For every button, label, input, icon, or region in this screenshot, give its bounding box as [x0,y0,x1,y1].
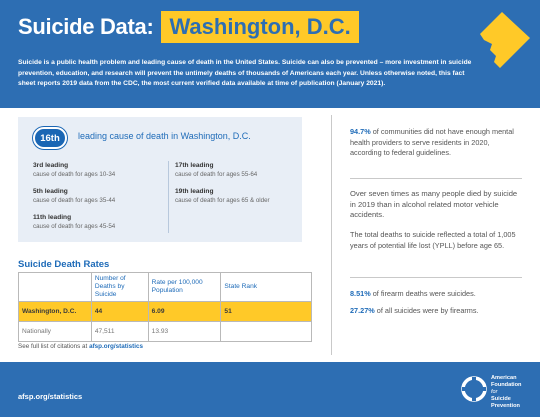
table-cell: 47,511 [90,321,149,342]
rank-item-label: 17th leading [175,162,214,169]
rank-item-desc: cause of death for ages 45-54 [33,223,116,230]
table-cell [220,321,312,342]
fact-divider [350,277,522,278]
org-name-line: American [491,375,517,381]
title-location: Washington, D.C. [161,11,359,43]
org-name-line: for [491,389,498,395]
table-title: Suicide Death Rates [18,259,110,270]
fact-block: 94.7% of communities did not have enough… [350,127,522,159]
rank-item-label: 3rd leading [33,162,69,169]
table-cell: 13.93 [147,321,222,342]
table-header-cell [18,272,92,302]
rank-item: 17th leading cause of death for ages 55-… [175,161,305,179]
table-header-row: Number of Deaths by Suicide Rate per 100… [18,272,312,302]
rank-item-desc: cause of death for ages 10-34 [33,171,116,178]
footer-banner: afsp.org/statistics American Foundation … [0,362,540,417]
rank-item-desc: cause of death for ages 55-64 [175,171,258,178]
fact-block: 27.27% of all suicides were by firearms. [350,306,522,317]
rank-item-desc: cause of death for ages 35-44 [33,197,116,204]
table-header-cell: Rate per 100,000 Population [147,272,222,302]
org-name-line: Prevention [491,403,520,409]
intro-text: Suicide is a public health problem and l… [18,59,472,87]
table-row: Washington, D.C. 44 6.09 51 [18,301,312,322]
rates-table: Number of Deaths by Suicide Rate per 100… [18,272,312,342]
rank-badge: 16th [33,127,67,149]
rank-item-label: 11th leading [33,214,72,221]
fact-stat: 94.7% [350,127,371,136]
table-cell: Nationally [18,321,92,342]
rank-item-desc: cause of death for ages 65 & older [175,197,270,204]
rank-item-label: 5th leading [33,188,68,195]
rank-headline: leading cause of death in Washington, D.… [78,131,251,141]
fact-block: 8.51% of firearm deaths were suicides. [350,289,522,300]
rank-item-label: 19th leading [175,188,214,195]
fact-highlight: Over seven times as many people died by … [350,189,518,219]
table-cell: Washington, D.C. [18,301,92,322]
table-cell: 44 [90,301,149,322]
table-header-cell: Number of Deaths by Suicide [90,272,149,302]
org-name-line: Suicide [491,396,511,402]
fact-stat: 27.27% [350,306,375,315]
rank-item: 19th leading cause of death for ages 65 … [175,187,305,205]
citation-text: See full list of citations at [18,343,88,350]
table-header-cell: State Rank [220,272,312,302]
page-title: Suicide Data: Washington, D.C. [18,11,359,43]
header-banner: Suicide Data: Washington, D.C. Suicide i… [0,0,540,108]
fact-text: The total deaths to suicide reflected a … [350,230,516,250]
fact-block: Over seven times as many people died by … [350,189,522,221]
citation-link[interactable]: afsp.org/statistics [89,343,143,350]
org-name-line: Foundation [491,382,522,388]
rank-item: 5th leading cause of death for ages 35-4… [33,187,163,205]
afsp-logo-icon [461,376,487,402]
ranking-panel: 16th leading cause of death in Washingto… [18,117,302,242]
fact-text: of firearm deaths were suicides. [370,289,476,298]
rank-item: 3rd leading cause of death for ages 10-3… [33,161,163,179]
fact-text: of all suicides were by firearms. [374,306,479,315]
fact-divider [350,178,522,179]
rank-divider [168,161,169,233]
fact-stat: 8.51% [350,289,371,298]
fact-block: The total deaths to suicide reflected a … [350,230,522,251]
dc-map-icon [480,12,530,68]
column-divider [331,115,332,355]
org-name: American Foundation for Suicide Preventi… [491,375,536,410]
table-row: Nationally 47,511 13.93 [18,321,312,342]
footer-url[interactable]: afsp.org/statistics [18,392,83,401]
table-cell: 51 [220,301,312,322]
citation: See full list of citations at afsp.org/s… [18,343,143,350]
table-cell: 6.09 [147,301,222,322]
title-text: Suicide Data: [18,14,154,39]
rank-item: 11th leading cause of death for ages 45-… [33,213,163,231]
fact-text: of communities did not have enough menta… [350,127,514,157]
